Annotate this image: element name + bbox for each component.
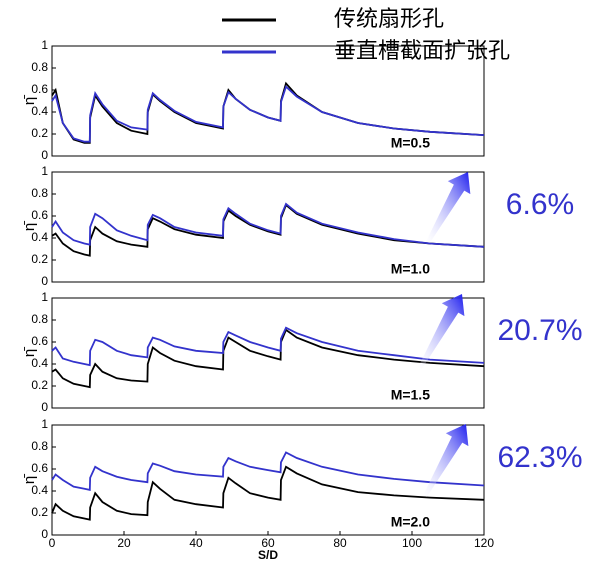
- y-tick-label: 0.2: [31, 126, 48, 140]
- annotation-label: 62.3%: [497, 441, 582, 474]
- annotation-label: 6.6%: [506, 188, 574, 221]
- annotation-arrow: [426, 172, 471, 243]
- series-line: [51, 202, 485, 248]
- y-tick-label: 0.8: [31, 186, 48, 200]
- y-tick-label: 0.6: [31, 334, 48, 348]
- y-tick-label: 0.2: [31, 378, 48, 392]
- y-tick-label: 0.8: [31, 60, 48, 74]
- annotation-arrow: [423, 424, 469, 497]
- series-line: [51, 328, 485, 389]
- y-tick-label: 0: [41, 527, 48, 541]
- x-tick-label: 120: [474, 536, 494, 550]
- series-line: [51, 465, 485, 521]
- annotation-label: 20.7%: [497, 314, 582, 347]
- panel-label: M=2.0: [391, 514, 431, 530]
- y-tick-label: 0.4: [31, 104, 48, 118]
- x-tick-label: 40: [189, 536, 203, 550]
- x-tick-label: 100: [402, 536, 422, 550]
- x-tick-label: 0: [49, 536, 56, 550]
- y-tick-label: 0.4: [31, 356, 48, 370]
- y-axis-label: η̄: [21, 347, 38, 357]
- y-tick-label: 1: [41, 164, 48, 178]
- panel-label: M=1.0: [391, 261, 431, 277]
- y-axis-label: η̄: [21, 95, 38, 105]
- x-axis-label: S/D: [258, 548, 278, 562]
- series-line: [51, 451, 485, 491]
- panel-label: M=1.5: [391, 387, 431, 403]
- y-tick-label: 0.6: [31, 82, 48, 96]
- series-line: [51, 326, 485, 367]
- y-tick-label: 1: [41, 38, 48, 52]
- x-tick-label: 60: [261, 536, 275, 550]
- y-tick-label: 0.6: [31, 208, 48, 222]
- y-axis-label: η̄: [21, 474, 38, 484]
- y-tick-label: 0: [41, 400, 48, 414]
- y-tick-label: 0: [41, 274, 48, 288]
- legend-label: 传统扇形孔: [334, 6, 444, 31]
- panel-label: M=0.5: [391, 135, 431, 151]
- y-tick-label: 0.8: [31, 312, 48, 326]
- y-tick-label: 0.4: [31, 483, 48, 497]
- x-tick-label: 80: [333, 536, 347, 550]
- legend-label: 垂直槽截面扩张孔: [334, 38, 510, 63]
- series-line: [51, 85, 485, 143]
- y-tick-label: 0: [41, 148, 48, 162]
- y-tick-label: 0.8: [31, 439, 48, 453]
- y-tick-label: 0.2: [31, 252, 48, 266]
- x-tick-label: 20: [117, 536, 131, 550]
- y-tick-label: 1: [41, 290, 48, 304]
- y-tick-label: 0.6: [31, 461, 48, 475]
- y-tick-label: 1: [41, 417, 48, 431]
- y-axis-label: η̄: [21, 221, 38, 231]
- y-tick-label: 0.4: [31, 230, 48, 244]
- y-tick-label: 0.2: [31, 505, 48, 519]
- annotation-arrow: [418, 294, 465, 369]
- plot-frame: [51, 297, 485, 409]
